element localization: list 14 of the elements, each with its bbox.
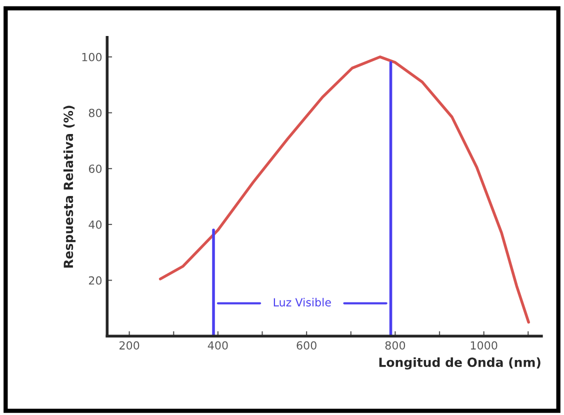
x-tick-label: 1000 [470, 341, 498, 350]
x-tick-label: 400 [208, 341, 228, 350]
x-tick-label: 200 [120, 341, 140, 350]
y-tick-label: 20 [88, 276, 102, 285]
x-axis-title: Longitud de Onda (nm) [379, 357, 540, 370]
x-tick-label: 600 [296, 341, 316, 350]
y-tick-label: 80 [88, 108, 102, 118]
annotation: Luz Visible [274, 298, 331, 307]
y-tick-label: 100 [82, 52, 102, 62]
x-tick-label: 800 [385, 341, 406, 350]
line-series [158, 56, 530, 324]
y-axis-title: Respuesta Relativa (%) [63, 106, 76, 268]
y-tick-label: 60 [88, 164, 102, 173]
y-tick-label: 40 [88, 220, 102, 229]
